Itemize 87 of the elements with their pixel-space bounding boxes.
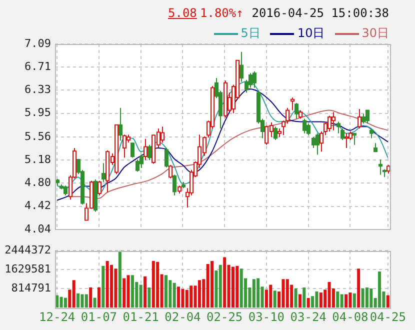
bar (122, 278, 126, 308)
x-tick-label: 02-25 (206, 310, 243, 324)
x-tick-label: 04-08 (332, 310, 368, 324)
bar (370, 288, 373, 308)
bar (340, 294, 344, 308)
bar (282, 279, 285, 308)
bar (64, 298, 67, 308)
y-tick-label: 7.09 (24, 36, 51, 50)
y-tick-label: 5.56 (24, 130, 51, 143)
bar (352, 293, 356, 308)
bar (298, 294, 302, 308)
bar (357, 268, 360, 308)
bar (336, 292, 340, 308)
bar (97, 287, 100, 308)
bar (72, 280, 76, 308)
bar (256, 278, 260, 308)
bar (223, 257, 226, 308)
bar (76, 293, 80, 308)
bar (164, 275, 168, 308)
y-tick-label: 5.95 (24, 106, 51, 120)
bar (80, 294, 84, 308)
bar (118, 250, 122, 308)
legend-label: 5日 (240, 25, 260, 42)
legend-label: 10日 (297, 25, 325, 42)
text: 1.80%↑ (200, 6, 244, 20)
y-tick-label: 4.80 (24, 176, 51, 190)
bar (218, 264, 222, 308)
bar (198, 280, 201, 308)
bar (269, 284, 272, 308)
bar (190, 286, 193, 308)
bar (236, 266, 239, 308)
bar (156, 262, 160, 308)
y-tick-label: 6.71 (24, 60, 51, 73)
bar (139, 284, 142, 308)
bar (84, 294, 88, 308)
bar (344, 294, 348, 308)
bar (206, 264, 210, 308)
x-tick-label: 03-24 (290, 310, 326, 324)
bar (273, 290, 276, 308)
bar (181, 288, 184, 308)
bar (386, 295, 390, 308)
bar (89, 287, 92, 308)
y-tick-label: 6.33 (24, 83, 51, 96)
legend-label: 30日 (362, 25, 389, 42)
bar (315, 292, 318, 308)
bar (172, 282, 176, 308)
y-tick-label: 1629581 (4, 262, 51, 276)
bar (60, 296, 63, 308)
x-tick-label: 12-24 (39, 310, 76, 324)
bar (348, 292, 352, 308)
y-tick-label: 4.04 (24, 222, 52, 236)
bar (319, 292, 322, 308)
bar (286, 279, 289, 308)
bar (177, 286, 180, 308)
text: 5.08 (168, 6, 197, 20)
bar (152, 260, 155, 308)
text: 2016-04-25 15:00:38 (252, 6, 389, 20)
x-tick-label: 02-04 (164, 310, 201, 324)
y-tick-label: 5.18 (24, 152, 51, 166)
bar (365, 288, 368, 308)
bar (144, 276, 147, 308)
bar (130, 275, 134, 308)
bar (361, 288, 364, 308)
x-tick-label: 03-10 (248, 310, 285, 324)
bar (252, 279, 256, 308)
bar (110, 264, 114, 308)
bar (231, 266, 234, 308)
bar (210, 260, 214, 308)
bar (106, 260, 109, 308)
bar (93, 298, 96, 308)
bar (294, 288, 298, 308)
x-tick-label: 01-07 (80, 310, 118, 324)
bar (148, 288, 151, 308)
bar (240, 268, 243, 308)
y-tick-label: 4.42 (24, 199, 51, 212)
bar (126, 275, 130, 308)
bar (302, 288, 306, 308)
bar (306, 298, 310, 308)
y-tick-label: 2444372 (4, 243, 51, 256)
x-tick-label: 01-21 (122, 310, 159, 324)
bar (102, 266, 105, 308)
y-tick-label: 814791 (11, 281, 51, 294)
bar (185, 290, 188, 308)
x-tick-label: 04-25 (370, 310, 406, 324)
bar (114, 268, 118, 308)
bar (328, 282, 331, 308)
bar (378, 271, 382, 308)
